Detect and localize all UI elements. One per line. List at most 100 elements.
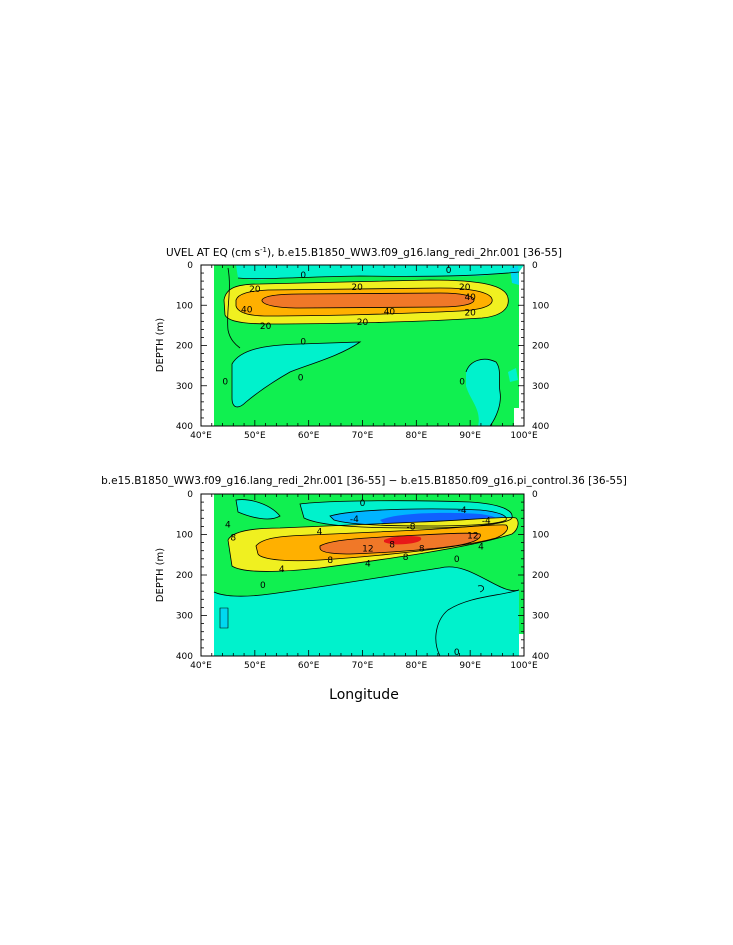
panel-1-ylabel: DEPTH (m): [155, 318, 166, 372]
contour-label: 4: [478, 543, 484, 553]
contour-label: 0: [446, 266, 452, 276]
panel-2-contour-line: [227, 517, 519, 572]
x-tick-label: 40°E: [190, 431, 212, 441]
y-tick-label-right: 300: [532, 382, 549, 392]
contour-label: 20: [351, 283, 363, 293]
y-tick-label-right: 400: [532, 422, 549, 432]
panel-2-band-16: [384, 536, 422, 545]
contour-label: -4: [482, 516, 491, 526]
y-tick-label: 200: [176, 571, 193, 581]
y-tick-label: 400: [176, 652, 193, 662]
y-tick-label-right: 100: [532, 301, 549, 311]
x-tick-label: 50°E: [244, 661, 266, 671]
y-tick-label-right: 400: [532, 652, 549, 662]
contour-label: 20: [357, 318, 369, 328]
panel-2-contour-line: [255, 524, 508, 562]
x-tick-label: 80°E: [406, 431, 428, 441]
contour-label: 40: [241, 305, 253, 315]
panel-2-contour-fill: [201, 494, 524, 656]
panel-1-contour-line: [465, 358, 501, 426]
panel-2-xlabel: Longitude: [329, 687, 399, 703]
x-tick-label: 70°E: [352, 431, 374, 441]
contour-label: 8: [419, 545, 425, 555]
x-tick-label: 40°E: [190, 661, 212, 671]
panel-2: b.e15.B1850_WW3.f09_g16.lang_redi_2hr.00…: [101, 475, 627, 703]
panel-1-contour-fill: [201, 265, 524, 426]
y-tick-label-right: 0: [532, 490, 538, 500]
y-tick-label-right: 0: [532, 261, 538, 271]
x-tick-label: 70°E: [352, 661, 374, 671]
panel-2-contour-line: [329, 508, 507, 527]
contour-label: 0: [260, 581, 266, 591]
contour-label: 0: [360, 499, 366, 509]
panel-2-ylabel: DEPTH (m): [155, 548, 166, 602]
contour-label: 0: [300, 271, 306, 281]
panel-1-band-60: [262, 293, 474, 308]
contour-label: 20: [249, 285, 261, 295]
contour-label: 0: [454, 648, 460, 658]
panel-1-contour-line: [227, 267, 241, 349]
panel-1-band-neg-surface: [236, 265, 524, 280]
panel-1-band-neg-deep-west: [232, 342, 360, 407]
contour-label: 0: [300, 337, 306, 347]
panel-1-contour-line: [223, 279, 509, 325]
panel-1-contour-line: [237, 271, 520, 280]
contour-label: -4: [458, 506, 467, 516]
contour-label: 12: [467, 532, 478, 542]
panel-1-contour-line: [235, 287, 493, 317]
panel-1-neg-small: [508, 368, 518, 382]
x-tick-label: 60°E: [298, 661, 320, 671]
y-tick-label: 0: [187, 261, 193, 271]
x-tick-label: 90°E: [459, 431, 481, 441]
contour-label: -4: [350, 515, 359, 525]
contour-label: 4: [365, 560, 371, 570]
panel-2-contour-line: [435, 589, 520, 656]
y-tick-label-right: 300: [532, 612, 549, 622]
contour-label: 8: [403, 553, 409, 563]
contour-label: -8: [406, 522, 415, 532]
contour-label: 8: [230, 534, 236, 544]
panel-2-title: b.e15.B1850_WW3.f09_g16.lang_redi_2hr.00…: [101, 475, 627, 487]
x-tick-label: 90°E: [459, 661, 481, 671]
contour-label: 20: [260, 322, 272, 332]
y-tick-label: 200: [176, 342, 193, 352]
y-tick-label: 0: [187, 490, 193, 500]
x-tick-label: 100°E: [510, 661, 538, 671]
y-tick-label-right: 200: [532, 571, 549, 581]
contour-label: 0: [298, 374, 304, 384]
contour-label: 20: [464, 308, 476, 318]
contour-label: 4: [279, 565, 285, 575]
contour-label: 20: [459, 283, 471, 293]
contour-label: 8: [389, 541, 395, 551]
panel-2-contour-line: [235, 499, 281, 520]
y-tick-label: 100: [176, 301, 193, 311]
contour-label: 4: [225, 520, 231, 530]
panel-1-land-patch: [514, 408, 524, 426]
contour-label: 4: [317, 527, 323, 537]
panel-1: UVEL AT EQ (cm s-1), b.e15.B1850_WW3.f09…: [155, 246, 562, 441]
panel-2-band-east: [519, 494, 524, 634]
contour-label: 40: [384, 307, 396, 317]
panel-1-contour-line: [231, 341, 362, 408]
x-tick-label: 80°E: [406, 661, 428, 671]
x-tick-label: 50°E: [244, 431, 266, 441]
panel-1-band-neg-deep-east: [466, 359, 501, 426]
contour-label: 0: [222, 378, 228, 388]
y-tick-label-right: 100: [532, 531, 549, 541]
panel-2-contour-line: [319, 532, 481, 555]
contour-label: 40: [464, 293, 476, 303]
y-tick-label: 100: [176, 531, 193, 541]
panel-2-contour-line: [213, 566, 520, 597]
y-tick-label: 400: [176, 422, 193, 432]
panel-2-contour-line: [477, 585, 484, 593]
panel-2-neg-west: [236, 499, 280, 519]
panel-2-deep-patch: [219, 607, 229, 629]
y-tick-label: 300: [176, 382, 193, 392]
x-tick-label: 100°E: [510, 431, 538, 441]
panel-1-neg-east: [510, 266, 519, 285]
y-tick-label: 300: [176, 612, 193, 622]
